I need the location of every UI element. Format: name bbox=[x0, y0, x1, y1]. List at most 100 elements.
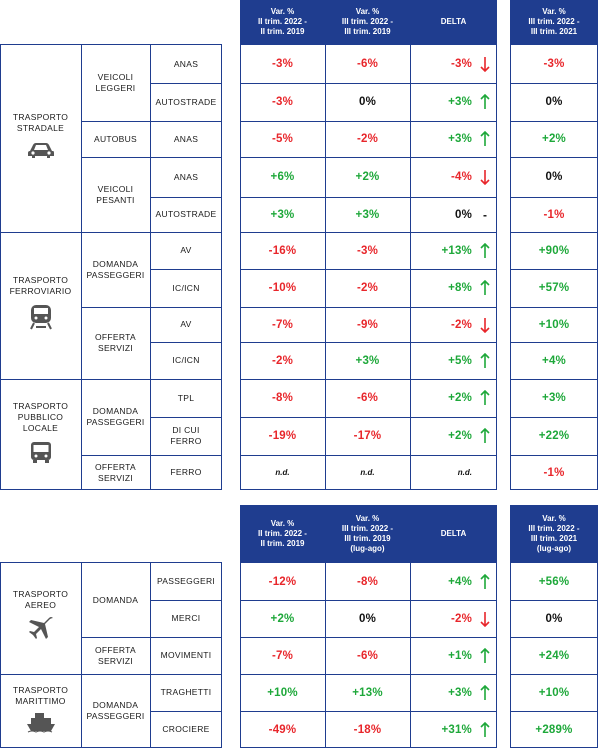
bottom-header-c1: Var. % II trim. 2022 - II trim. 2019 bbox=[240, 505, 325, 562]
item-label: MOVIMENTI bbox=[160, 650, 212, 660]
top-row-9-c1: -8% bbox=[240, 379, 325, 417]
top-row-4-item: AUTOSTRADE bbox=[150, 197, 222, 232]
divider bbox=[510, 121, 598, 122]
bottom-values-panel bbox=[240, 562, 497, 748]
bottom-row-0-c2: -8% bbox=[325, 563, 410, 600]
top-header-delta: DELTA bbox=[410, 0, 497, 44]
bottom-row-1-delta: -2% bbox=[410, 600, 472, 637]
delta-value: +5% bbox=[448, 354, 472, 367]
delta-value: 0% bbox=[454, 208, 472, 221]
top-row-1-c1: -3% bbox=[240, 83, 325, 121]
value-cell: -3% bbox=[543, 58, 565, 70]
top-row-10-arrow-up-icon bbox=[477, 419, 493, 453]
bottom-row-1-arrow-down-icon bbox=[477, 602, 493, 636]
value-cell: -8% bbox=[271, 392, 294, 404]
item-label: AV bbox=[180, 319, 192, 329]
subgroup-label: OFFERTA SERVIZI bbox=[95, 644, 136, 666]
divider bbox=[150, 342, 222, 343]
car-icon bbox=[26, 140, 56, 165]
divider bbox=[150, 44, 151, 490]
top-group-1: TRASPORTO FERROVIARIO bbox=[0, 232, 81, 379]
group-label: TRASPORTO PUBBLICO LOCALE bbox=[12, 400, 69, 433]
divider bbox=[81, 562, 82, 748]
top-row-1-item: AUTOSTRADE bbox=[150, 83, 222, 121]
top-group-2: TRASPORTO PUBBLICO LOCALE bbox=[0, 379, 81, 490]
group-label: TRASPORTO MARITTIMO bbox=[12, 684, 69, 706]
item-label: AUTOSTRADE bbox=[155, 96, 217, 107]
bottom-header-delta-text: DELTA bbox=[440, 528, 467, 538]
item-label: TPL bbox=[177, 392, 195, 403]
top-header-c1: Var. % II trim. 2022 - II trim. 2019 bbox=[240, 0, 325, 44]
top-row-8-c1: -2% bbox=[240, 342, 325, 379]
divider bbox=[510, 83, 598, 84]
divider bbox=[240, 455, 497, 456]
value-cell: +2% bbox=[270, 612, 295, 625]
top-subgroup-3: DOMANDA PASSEGGERI bbox=[81, 232, 150, 307]
divider bbox=[325, 562, 326, 748]
subgroup-label: DOMANDA PASSEGGERI bbox=[86, 700, 145, 721]
divider bbox=[0, 232, 222, 233]
value-cell: -6% bbox=[356, 58, 379, 70]
item-label: MERCI bbox=[171, 613, 201, 623]
top-row-9-c4: +3% bbox=[510, 379, 598, 417]
divider bbox=[150, 562, 151, 748]
delta-value: +4% bbox=[448, 575, 472, 588]
top-row-10-c2: -17% bbox=[325, 417, 410, 455]
top-subgroup-4: OFFERTA SERVIZI bbox=[81, 307, 150, 379]
value-cell: -2% bbox=[271, 354, 294, 367]
bottom-row-3-item: TRAGHETTI bbox=[150, 674, 222, 711]
subgroup-label: DOMANDA PASSEGGERI bbox=[86, 406, 145, 427]
top-row-3-c1: +6% bbox=[240, 157, 325, 197]
divider bbox=[510, 600, 598, 601]
top-row-11-c2: n.d. bbox=[325, 455, 410, 490]
divider bbox=[150, 157, 222, 158]
bottom-row-4-c2: -18% bbox=[325, 711, 410, 748]
top-row-10-delta: +2% bbox=[410, 417, 472, 455]
delta-value: -4% bbox=[450, 171, 472, 183]
bottom-subgroup-2: DOMANDA PASSEGGERI bbox=[81, 674, 150, 748]
top-row-5-delta: +13% bbox=[410, 232, 472, 269]
value-cell: 0% bbox=[545, 96, 563, 108]
value-cell: +10% bbox=[538, 318, 570, 331]
bottom-row-1-c1: +2% bbox=[240, 600, 325, 637]
value-cell: -9% bbox=[356, 318, 379, 331]
divider bbox=[510, 342, 598, 343]
top-row-7-c4: +10% bbox=[510, 307, 598, 342]
divider bbox=[410, 562, 411, 748]
dash-icon: - bbox=[483, 207, 487, 222]
top-c4-panel bbox=[510, 44, 598, 490]
divider bbox=[240, 307, 497, 308]
divider bbox=[510, 674, 598, 675]
subgroup-label: AUTOBUS bbox=[93, 133, 138, 144]
top-row-7-c1: -7% bbox=[240, 307, 325, 342]
top-row-9-item: TPL bbox=[150, 379, 222, 417]
top-header-c4-text: Var. % III trim. 2022 - III trim. 2021 bbox=[528, 7, 580, 36]
top-row-2-delta: +3% bbox=[410, 121, 472, 157]
value-cell: -7% bbox=[271, 318, 294, 331]
divider bbox=[81, 637, 150, 638]
top-header-c4: Var. % III trim. 2022 - III trim. 2021 bbox=[510, 0, 598, 44]
divider bbox=[510, 197, 598, 198]
subgroup-label: VEICOLI PESANTI bbox=[96, 183, 135, 205]
top-row-0-delta: -3% bbox=[410, 45, 472, 83]
top-subgroup-1: AUTOBUS bbox=[81, 121, 150, 157]
value-cell: -5% bbox=[271, 133, 294, 145]
bottom-row-0-c1: -12% bbox=[240, 563, 325, 600]
top-row-6-delta: +8% bbox=[410, 269, 472, 307]
divider bbox=[150, 417, 222, 418]
item-label: PASSEGGERI bbox=[156, 576, 216, 586]
divider bbox=[150, 600, 222, 601]
item-label: IC/ICN bbox=[172, 355, 200, 365]
bottom-subgroup-0: DOMANDA bbox=[81, 563, 150, 637]
value-cell: +24% bbox=[538, 649, 570, 662]
divider bbox=[240, 269, 497, 270]
delta-value: -2% bbox=[450, 612, 472, 625]
ship-icon bbox=[26, 711, 56, 738]
value-cell: 0% bbox=[358, 96, 377, 108]
divider bbox=[150, 711, 222, 712]
divider bbox=[150, 637, 222, 638]
bottom-row-2-delta: +1% bbox=[410, 637, 472, 674]
top-row-6-c1: -10% bbox=[240, 269, 325, 307]
top-row-3-c4: 0% bbox=[510, 157, 598, 197]
top-row-9-c2: -6% bbox=[325, 379, 410, 417]
